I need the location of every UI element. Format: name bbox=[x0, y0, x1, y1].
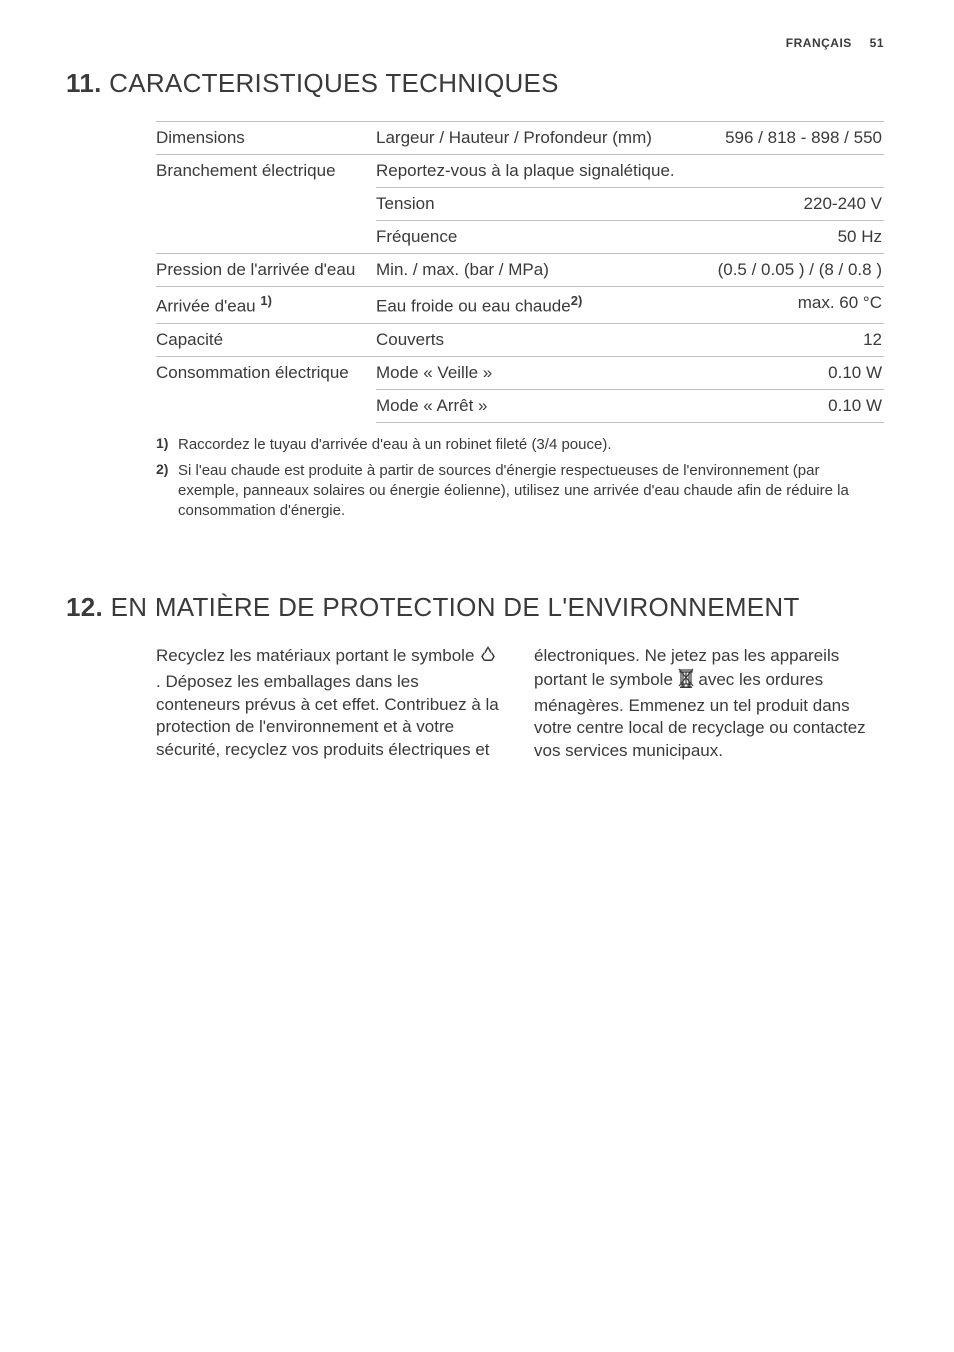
spec-value: 12 bbox=[694, 323, 884, 356]
spec-label: Capacité bbox=[156, 323, 376, 356]
spec-desc: Reportez-vous à la plaque signalétique. bbox=[376, 155, 884, 188]
table-row: Fréquence 50 Hz bbox=[156, 221, 884, 254]
spec-desc: Fréquence bbox=[376, 221, 694, 254]
section-11-content: Dimensions Largeur / Hauteur / Profondeu… bbox=[156, 121, 884, 522]
spec-value: max. 60 °C bbox=[694, 287, 884, 324]
spec-value: 0.10 W bbox=[694, 389, 884, 422]
section-11-number: 11. bbox=[66, 68, 102, 98]
section-11-heading: 11. CARACTERISTIQUES TECHNIQUES bbox=[66, 68, 884, 99]
spec-desc-text: Eau froide ou eau chaude bbox=[376, 297, 571, 316]
recycle-icon bbox=[479, 646, 497, 671]
spec-desc: Mode « Veille » bbox=[376, 356, 694, 389]
footnote-row: 1) Raccordez le tuyau d'arrivée d'eau à … bbox=[156, 435, 884, 455]
spec-label: Branchement électrique bbox=[156, 155, 376, 188]
spec-label: Arrivée d'eau 1) bbox=[156, 287, 376, 324]
table-row: Pression de l'arrivée d'eau Min. / max. … bbox=[156, 254, 884, 287]
table-row: Branchement électrique Reportez-vous à l… bbox=[156, 155, 884, 188]
footnote-text: Raccordez le tuyau d'arrivée d'eau à un … bbox=[178, 435, 884, 455]
section-12-content: Recyclez les matériaux portant le symbol… bbox=[156, 645, 884, 764]
footnote-row: 2) Si l'eau chaude est produite à partir… bbox=[156, 461, 884, 522]
footnote-ref: 1) bbox=[260, 293, 272, 308]
body-text: . Déposez les emballages dans les conten… bbox=[156, 672, 499, 760]
header-page-number: 51 bbox=[870, 36, 884, 50]
table-row: Consommation électrique Mode « Veille » … bbox=[156, 356, 884, 389]
spec-desc: Largeur / Hauteur / Profondeur (mm) bbox=[376, 122, 694, 155]
spec-label: Dimensions bbox=[156, 122, 376, 155]
section-12-number: 12. bbox=[66, 592, 103, 622]
spec-value: 50 Hz bbox=[694, 221, 884, 254]
column-right: électroniques. Ne jetez pas les appareil… bbox=[534, 645, 884, 764]
spec-value: (0.5 / 0.05 ) / (8 / 0.8 ) bbox=[694, 254, 884, 287]
spec-label bbox=[156, 221, 376, 254]
spec-desc: Tension bbox=[376, 188, 694, 221]
spec-label-text: Arrivée d'eau bbox=[156, 297, 260, 316]
footnote-text: Si l'eau chaude est produite à partir de… bbox=[178, 461, 884, 522]
table-row: Arrivée d'eau 1) Eau froide ou eau chaud… bbox=[156, 287, 884, 324]
body-text: Recyclez les matériaux portant le symbol… bbox=[156, 646, 479, 665]
header-language: FRANÇAIS bbox=[786, 36, 852, 50]
table-row: Capacité Couverts 12 bbox=[156, 323, 884, 356]
spec-desc: Eau froide ou eau chaude2) bbox=[376, 287, 694, 324]
section-11-title: CARACTERISTIQUES TECHNIQUES bbox=[109, 68, 559, 98]
spec-label: Pression de l'arrivée d'eau bbox=[156, 254, 376, 287]
spec-table: Dimensions Largeur / Hauteur / Profondeu… bbox=[156, 121, 884, 423]
spec-value: 596 / 818 - 898 / 550 bbox=[694, 122, 884, 155]
table-row: Tension 220-240 V bbox=[156, 188, 884, 221]
section-12: 12. EN MATIÈRE DE PROTECTION DE L'ENVIRO… bbox=[66, 592, 884, 764]
footnote-number: 1) bbox=[156, 435, 178, 455]
section-12-title: EN MATIÈRE DE PROTECTION DE L'ENVIRONNEM… bbox=[111, 592, 800, 622]
footnote-number: 2) bbox=[156, 461, 178, 522]
spec-label: Consommation électrique bbox=[156, 356, 376, 422]
spec-desc: Couverts bbox=[376, 323, 694, 356]
spec-value: 220-240 V bbox=[694, 188, 884, 221]
spec-label bbox=[156, 188, 376, 221]
section-12-heading: 12. EN MATIÈRE DE PROTECTION DE L'ENVIRO… bbox=[66, 592, 884, 623]
spec-desc: Min. / max. (bar / MPa) bbox=[376, 254, 694, 287]
footnotes: 1) Raccordez le tuyau d'arrivée d'eau à … bbox=[156, 435, 884, 522]
page-header: FRANÇAIS 51 bbox=[66, 36, 884, 50]
spec-value: 0.10 W bbox=[694, 356, 884, 389]
spec-desc: Mode « Arrêt » bbox=[376, 389, 694, 422]
crossed-bin-icon bbox=[678, 668, 694, 695]
footnote-ref: 2) bbox=[571, 293, 583, 308]
column-left: Recyclez les matériaux portant le symbol… bbox=[156, 645, 506, 764]
table-row: Dimensions Largeur / Hauteur / Profondeu… bbox=[156, 122, 884, 155]
